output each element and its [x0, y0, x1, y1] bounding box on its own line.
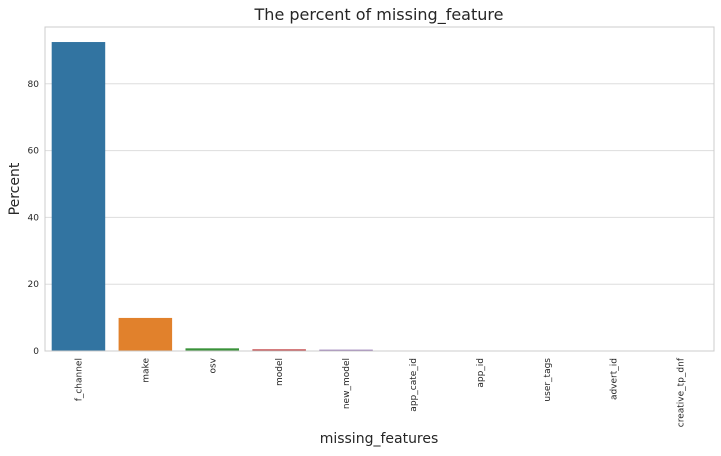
plot-frame	[44, 26, 715, 352]
x-tick-labels: f_channel make osv model new_model app_cate_i…	[74, 357, 686, 427]
x-tick-label: f_channel	[74, 358, 84, 401]
x-axis-label: missing_features	[320, 431, 439, 447]
x-tick-label: osv	[208, 357, 218, 373]
y-tick-label: 40	[28, 213, 40, 223]
y-tick-labels: 0 20 40 60 80	[28, 80, 40, 357]
bar-make	[118, 317, 173, 351]
x-tick-label: user_tags	[543, 358, 553, 402]
y-tick-label: 80	[28, 80, 40, 90]
bar-f-channel	[51, 42, 106, 351]
x-tick-label: app_id	[476, 358, 486, 388]
bar-new-model	[319, 349, 373, 351]
plot-background	[45, 27, 714, 351]
chart-title: The percent of missing_feature	[254, 5, 504, 25]
x-tick-label: app_cate_id	[409, 358, 419, 412]
y-tick-label: 0	[33, 347, 39, 357]
x-tick-label: creative_tp_dnf	[677, 357, 687, 427]
y-tick-label: 20	[28, 280, 40, 290]
bar-model	[252, 349, 306, 351]
y-axis-label: Percent	[7, 162, 23, 215]
x-tick-label: model	[275, 358, 285, 386]
x-tick-label: make	[141, 358, 151, 383]
x-tick-label: new_model	[342, 358, 352, 409]
y-tick-label: 60	[28, 147, 40, 157]
x-tick-label: advert_id	[610, 358, 620, 400]
bar-osv	[185, 348, 240, 351]
